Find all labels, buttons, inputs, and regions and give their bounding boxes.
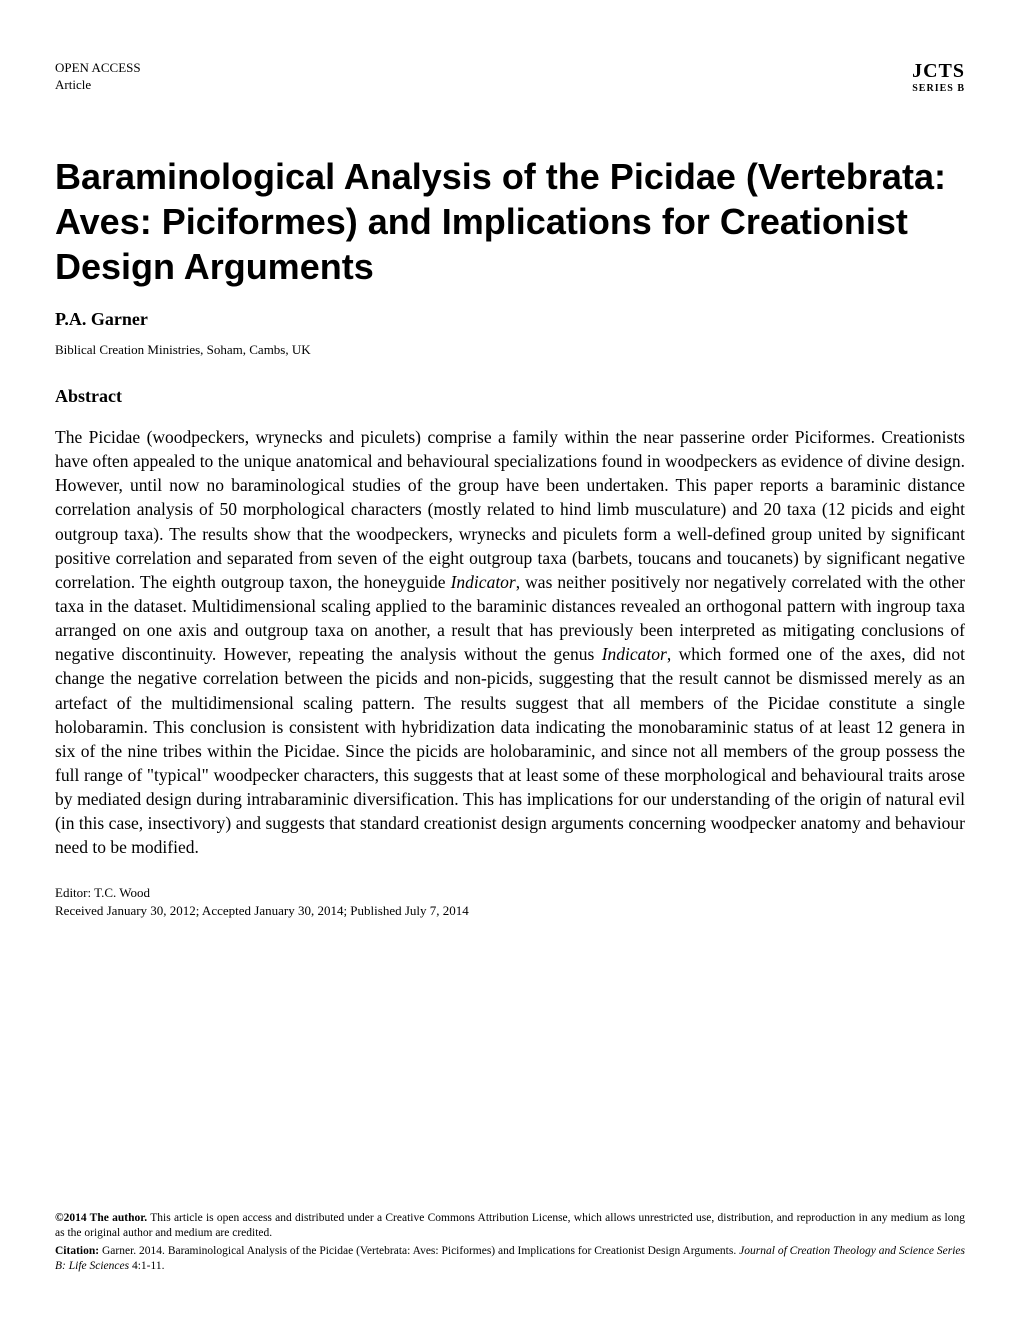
copyright-rest: This article is open access and distribu… (55, 1212, 965, 1240)
header-right: JCTS SERIES B (912, 60, 965, 94)
abstract-segment-1: The Picidae (woodpeckers, wrynecks and p… (55, 427, 965, 592)
abstract-italic-2: Indicator (602, 644, 667, 664)
author-name: P.A. Garner (55, 309, 965, 330)
copyright-line: ©2014 The author. This article is open a… (55, 1211, 965, 1242)
header-left: OPEN ACCESS Article (55, 60, 141, 94)
editorial-info: Editor: T.C. Wood Received January 30, 2… (55, 884, 965, 920)
abstract-italic-1: Indicator (451, 572, 516, 592)
journal-series: SERIES B (912, 83, 965, 94)
page-footer: ©2014 The author. This article is open a… (55, 1211, 965, 1275)
abstract-heading: Abstract (55, 386, 965, 407)
abstract-text: The Picidae (woodpeckers, wrynecks and p… (55, 425, 965, 860)
page-header: OPEN ACCESS Article JCTS SERIES B (55, 60, 965, 94)
citation-rest-2: 4:1-11. (129, 1260, 164, 1272)
citation-line: Citation: Garner. 2014. Baraminological … (55, 1244, 965, 1275)
dates-line: Received January 30, 2012; Accepted Janu… (55, 902, 965, 920)
citation-bold: Citation: (55, 1245, 99, 1257)
editor-line: Editor: T.C. Wood (55, 884, 965, 902)
copyright-bold: ©2014 The author. (55, 1212, 147, 1224)
author-affiliation: Biblical Creation Ministries, Soham, Cam… (55, 342, 965, 358)
journal-abbrev: JCTS (912, 60, 965, 83)
abstract-segment-3: , which formed one of the axes, did not … (55, 644, 965, 857)
citation-rest-1: Garner. 2014. Baraminological Analysis o… (99, 1245, 739, 1257)
article-type-label: Article (55, 77, 141, 94)
open-access-label: OPEN ACCESS (55, 60, 141, 77)
article-title: Baraminological Analysis of the Picidae … (55, 154, 965, 289)
